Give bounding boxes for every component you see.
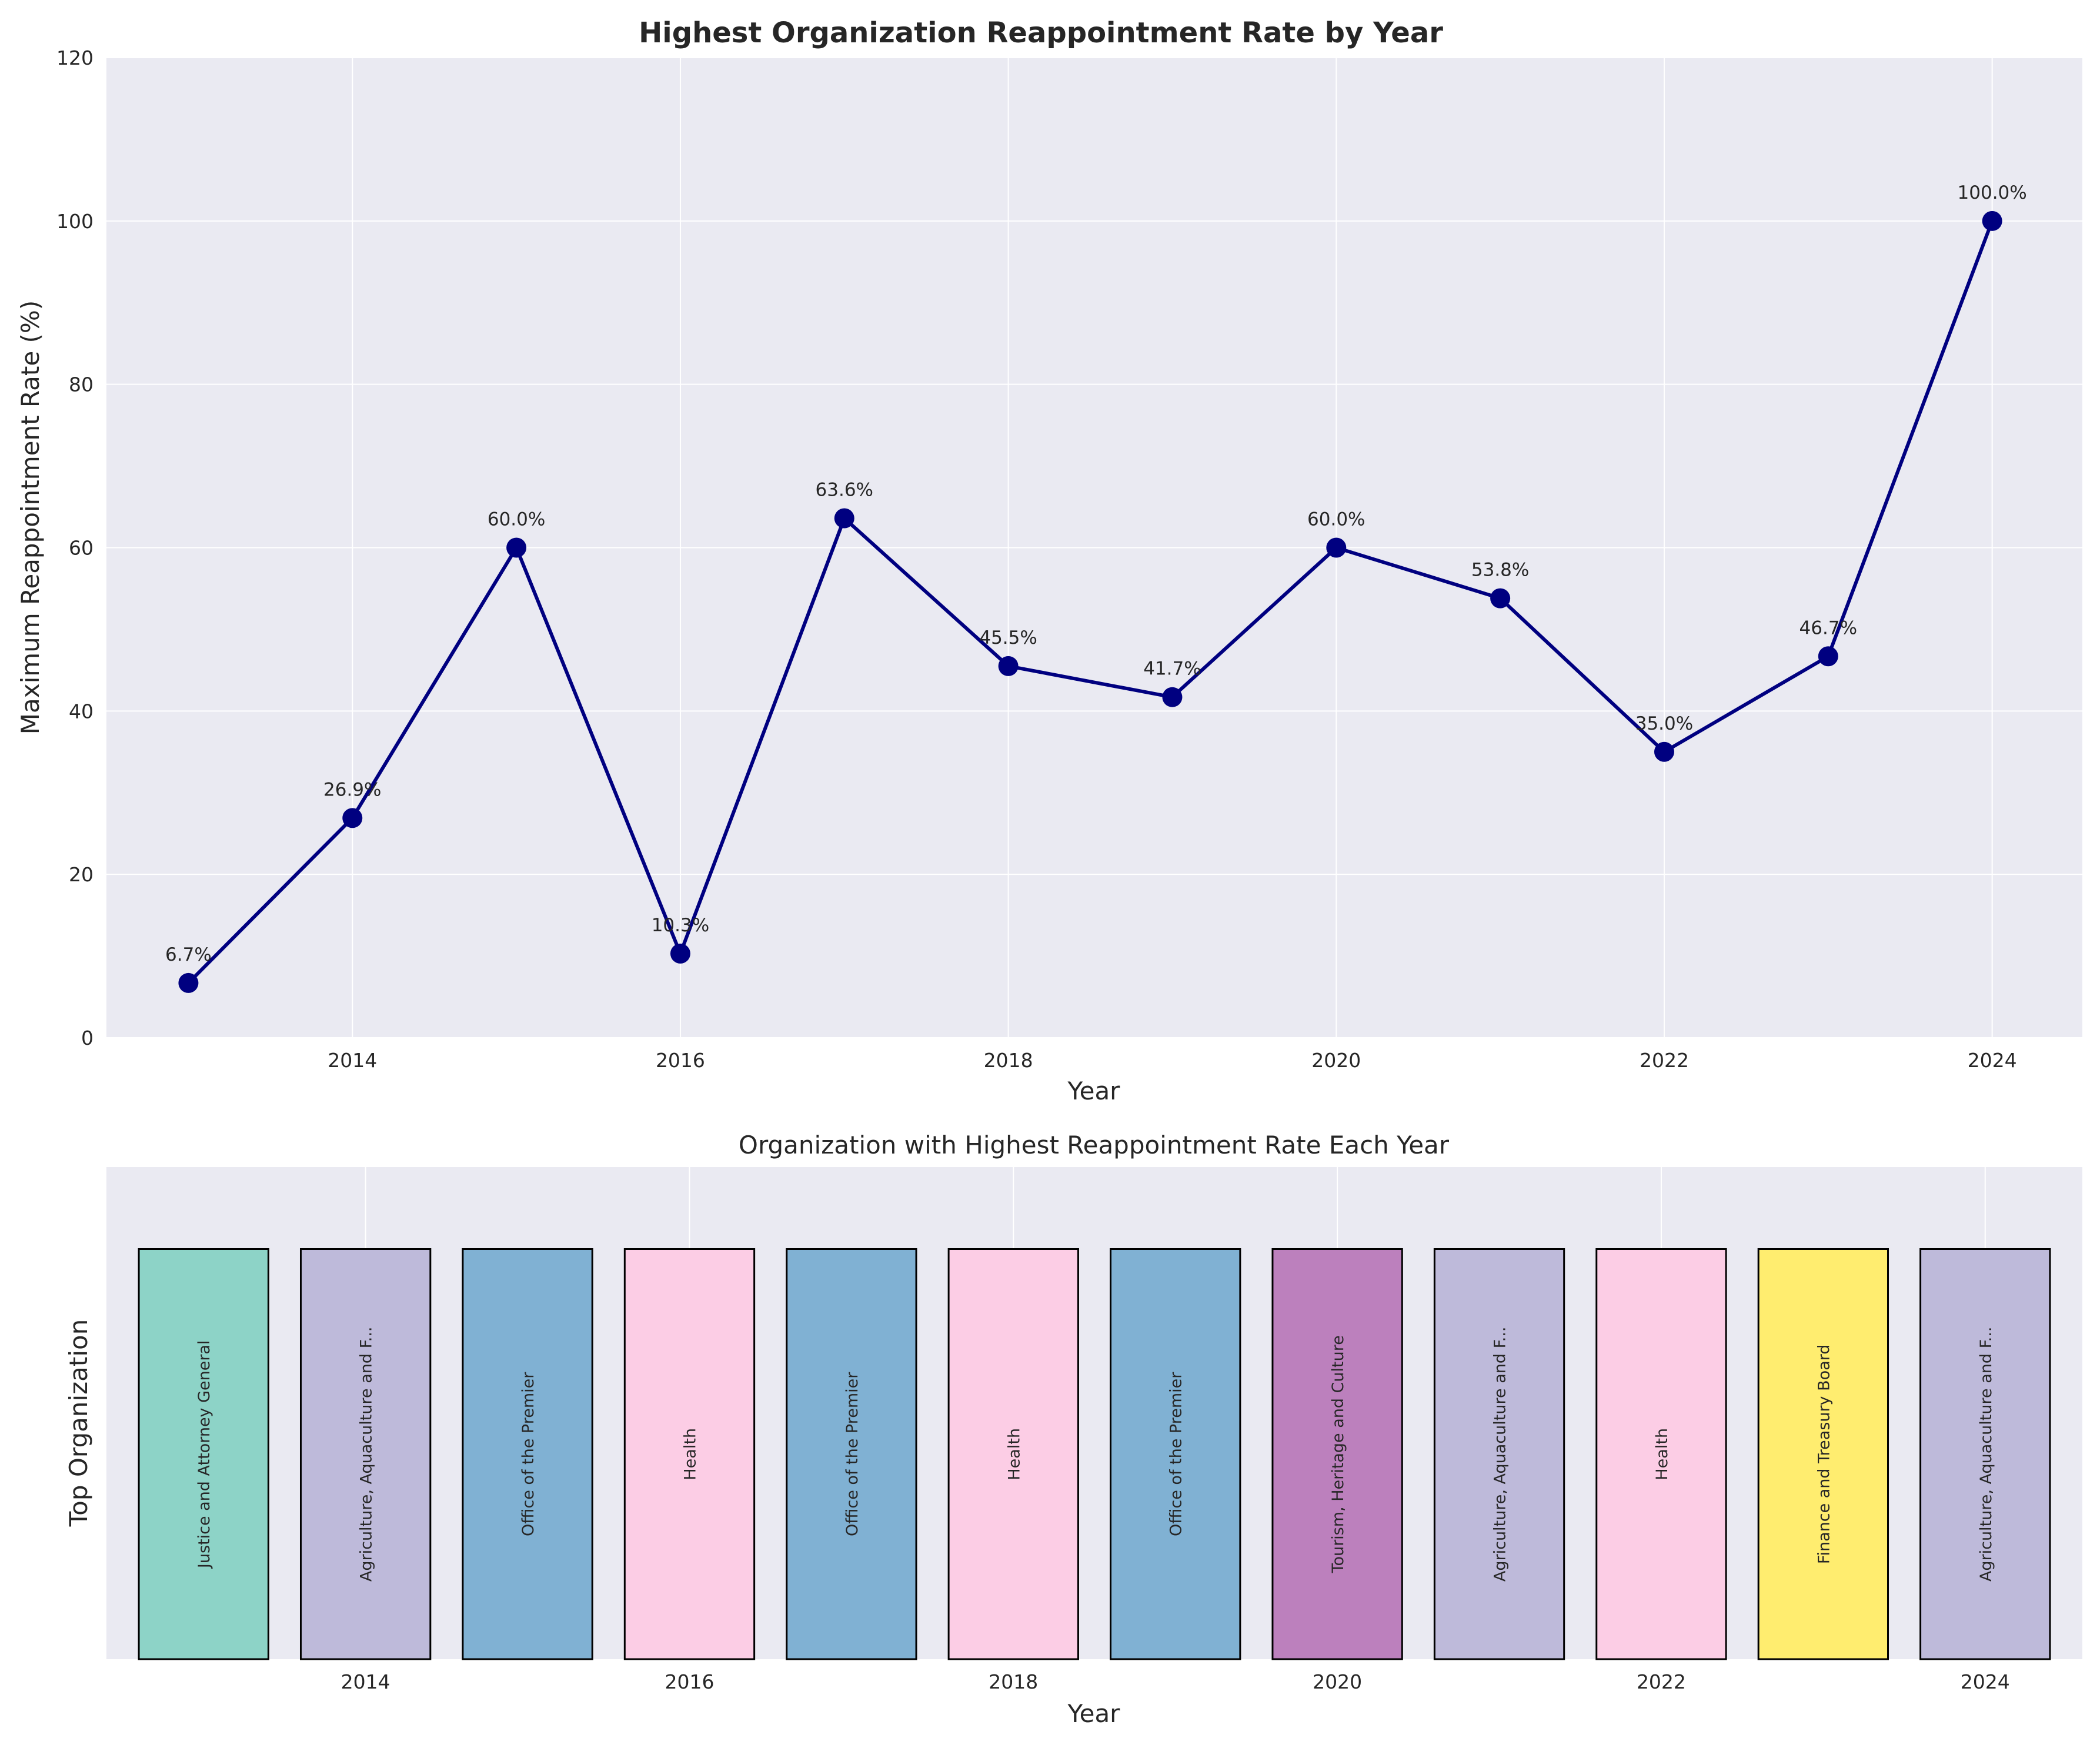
x-tick-label: 2014 — [341, 1670, 390, 1693]
organization-bar — [138, 1248, 269, 1660]
bar-series: Justice and Attorney General Agriculture,… — [138, 1248, 2051, 1660]
x-tick-label: 2022 — [1640, 1049, 1689, 1072]
organization-label: Health — [682, 1428, 700, 1480]
organization-label: Health — [1005, 1428, 1023, 1480]
y-tick-label: 20 — [69, 863, 94, 886]
data-point — [1982, 210, 2002, 231]
data-point — [1818, 646, 1838, 667]
y-tick-label: 60 — [69, 537, 94, 560]
organization-bar — [623, 1248, 756, 1660]
organization-label: Tourism, Heritage and Culture — [1329, 1335, 1347, 1573]
line-chart-x-axis-label: Year — [1067, 1077, 1121, 1105]
data-label: 100.0% — [1958, 182, 2027, 203]
organization-label: Health — [1653, 1428, 1671, 1480]
data-label: 46.7% — [1799, 617, 1857, 639]
bar-chart-panel: Justice and Attorney General Agriculture,… — [64, 1131, 2082, 1728]
line-chart-y-ticks: 0 20 40 60 80 100 120 — [56, 46, 94, 1049]
line-points — [178, 210, 2002, 993]
data-point — [834, 508, 854, 529]
bar-chart-y-axis-label: Top Organization — [64, 1319, 93, 1527]
data-label: 6.7% — [165, 944, 212, 965]
organization-bar — [299, 1248, 432, 1660]
organization-label: Office of the Premier — [1167, 1372, 1186, 1536]
data-label: 26.9% — [323, 779, 381, 800]
y-tick-label: 120 — [56, 46, 94, 69]
data-point — [342, 808, 363, 828]
x-tick-label: 2014 — [328, 1049, 377, 1072]
x-tick-label: 2016 — [665, 1670, 714, 1693]
x-tick-label: 2020 — [1313, 1670, 1362, 1693]
data-point — [1490, 588, 1511, 609]
bar-chart-x-axis-label: Year — [1067, 1699, 1121, 1728]
data-point — [998, 656, 1019, 676]
y-tick-label: 100 — [56, 210, 94, 233]
y-tick-label: 0 — [81, 1027, 94, 1049]
organization-bar — [947, 1248, 1079, 1660]
organization-label: Justice and Attorney General — [195, 1340, 213, 1569]
organization-label: Office of the Premier — [843, 1372, 862, 1536]
line-chart-y-axis-label: Maximum Reappointment Rate (%) — [16, 300, 45, 734]
organization-bar — [1110, 1248, 1241, 1660]
organization-bar — [786, 1248, 917, 1660]
organization-label: Agriculture, Aquaculture and F... — [1977, 1326, 1995, 1582]
line-chart-panel: 0 20 40 60 80 100 120 2014 2016 2018 2020 2022 2024… — [16, 16, 2082, 1105]
data-label: 60.0% — [488, 509, 545, 530]
data-label: 41.7% — [1143, 658, 1201, 680]
y-tick-label: 40 — [69, 700, 94, 723]
data-point — [670, 943, 690, 964]
x-tick-label: 2020 — [1311, 1049, 1361, 1072]
organization-label: Agriculture, Aquaculture and F... — [358, 1326, 376, 1582]
organization-label: Office of the Premier — [519, 1372, 537, 1536]
bar-chart-title: Organization with Highest Reappointment … — [739, 1131, 1450, 1159]
data-point — [1326, 537, 1347, 558]
organization-bar — [1919, 1248, 2051, 1660]
x-tick-label: 2018 — [984, 1049, 1033, 1072]
data-label: 63.6% — [816, 479, 873, 500]
organization-bar — [1757, 1248, 1889, 1660]
x-tick-label: 2016 — [656, 1049, 705, 1072]
x-tick-label: 2022 — [1637, 1670, 1686, 1693]
line-series — [187, 220, 1994, 985]
x-tick-label: 2018 — [989, 1670, 1038, 1693]
organization-bar — [1433, 1248, 1565, 1660]
line-chart-x-ticks: 2014 2016 2018 2020 2022 2024 — [328, 1049, 2016, 1072]
organization-bar — [1595, 1248, 1727, 1660]
data-point — [178, 972, 199, 993]
bar-chart-x-ticks: 2014 2016 2018 2020 2022 2024 — [341, 1670, 2010, 1693]
organization-bar — [462, 1248, 593, 1660]
bar-chart-plot-area — [106, 1167, 2082, 1659]
data-label: 45.5% — [979, 627, 1037, 648]
y-tick-label: 80 — [69, 373, 94, 396]
organization-label: Agriculture, Aquaculture and F... — [1491, 1326, 1510, 1582]
data-label: 35.0% — [1635, 713, 1693, 734]
x-tick-label: 2024 — [1968, 1049, 2017, 1072]
data-point — [1654, 741, 1674, 762]
line-chart-title: Highest Organization Reappointment Rate … — [639, 16, 1443, 49]
organization-bar — [1271, 1248, 1403, 1660]
x-tick-label: 2024 — [1961, 1670, 2010, 1693]
data-label: 60.0% — [1307, 509, 1365, 530]
data-point — [1162, 687, 1183, 707]
data-label: 10.3% — [652, 915, 709, 936]
organization-label: Finance and Treasury Board — [1815, 1344, 1833, 1564]
data-point — [506, 537, 527, 558]
data-label: 53.8% — [1471, 560, 1529, 581]
line-data-labels: 6.7% 26.9% 60.0% 10.3% 63.6% 45.5% 41.7% 60.0% 5… — [165, 182, 2027, 965]
